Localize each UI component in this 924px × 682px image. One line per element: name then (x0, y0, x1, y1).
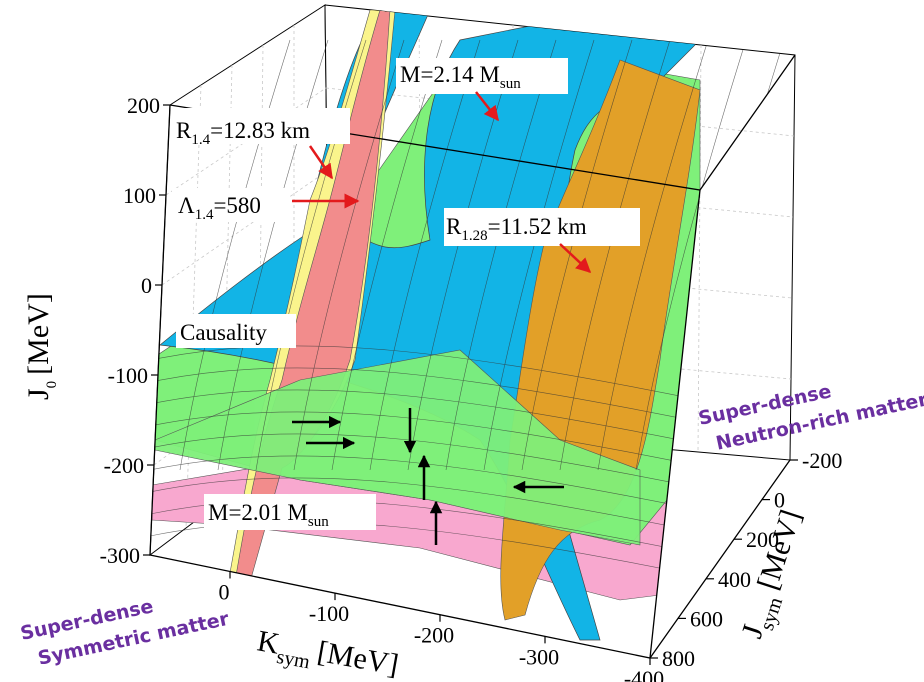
annotation-r14: R1.4=12.83 km (176, 118, 310, 148)
y-tick-label: 200 (746, 527, 779, 552)
y-tick-label: 800 (662, 646, 695, 671)
y-tick-label: 600 (690, 606, 723, 631)
surfaces (150, 9, 785, 641)
x-tick-label: -400 (624, 666, 664, 682)
x-tick-label: -100 (309, 601, 349, 626)
z-tick-label: 100 (123, 183, 156, 208)
annotations: R1.4=12.83 km Λ1.4=580 M=2.14 Msun R1.28… (172, 58, 640, 530)
annotation-causality: Causality (180, 320, 267, 345)
y-tick-label: -200 (802, 448, 842, 473)
annotation-m201: M=2.01 Msun (208, 500, 329, 530)
z-axis-ticks: 200 100 0 -100 -200 -300 (100, 93, 170, 568)
z-tick-label: -200 (104, 453, 144, 478)
z-tick-label: -300 (100, 543, 140, 568)
corner-label-left: Super-dense Symmetric matter (18, 595, 231, 670)
y-tick-label: 0 (774, 488, 785, 513)
x-axis-ticks: 0 -100 -200 -300 -400 (219, 571, 664, 682)
annotation-lambda: Λ1.4=580 (178, 193, 261, 223)
direction-arrows (292, 408, 564, 545)
annotation-m214: M=2.14 Msun (400, 62, 521, 92)
z-tick-label: 0 (141, 273, 152, 298)
x-tick-label: 0 (219, 579, 230, 604)
annotation-r128: R1.28=11.52 km (446, 214, 587, 244)
surface-front-green (154, 349, 641, 546)
z-axis-label: J0[MeV] (22, 293, 60, 400)
z-tick-label: -100 (108, 363, 148, 388)
annotation-arrows (292, 91, 592, 274)
z-tick-label: 200 (127, 93, 160, 118)
x-tick-label: -200 (414, 623, 454, 648)
x-axis-label: Ksym [MeV] (254, 624, 401, 682)
y-axis-ticks: -200 0 200 400 600 800 (650, 448, 842, 671)
y-tick-label: 400 (718, 567, 751, 592)
x-tick-label: -300 (519, 644, 559, 669)
